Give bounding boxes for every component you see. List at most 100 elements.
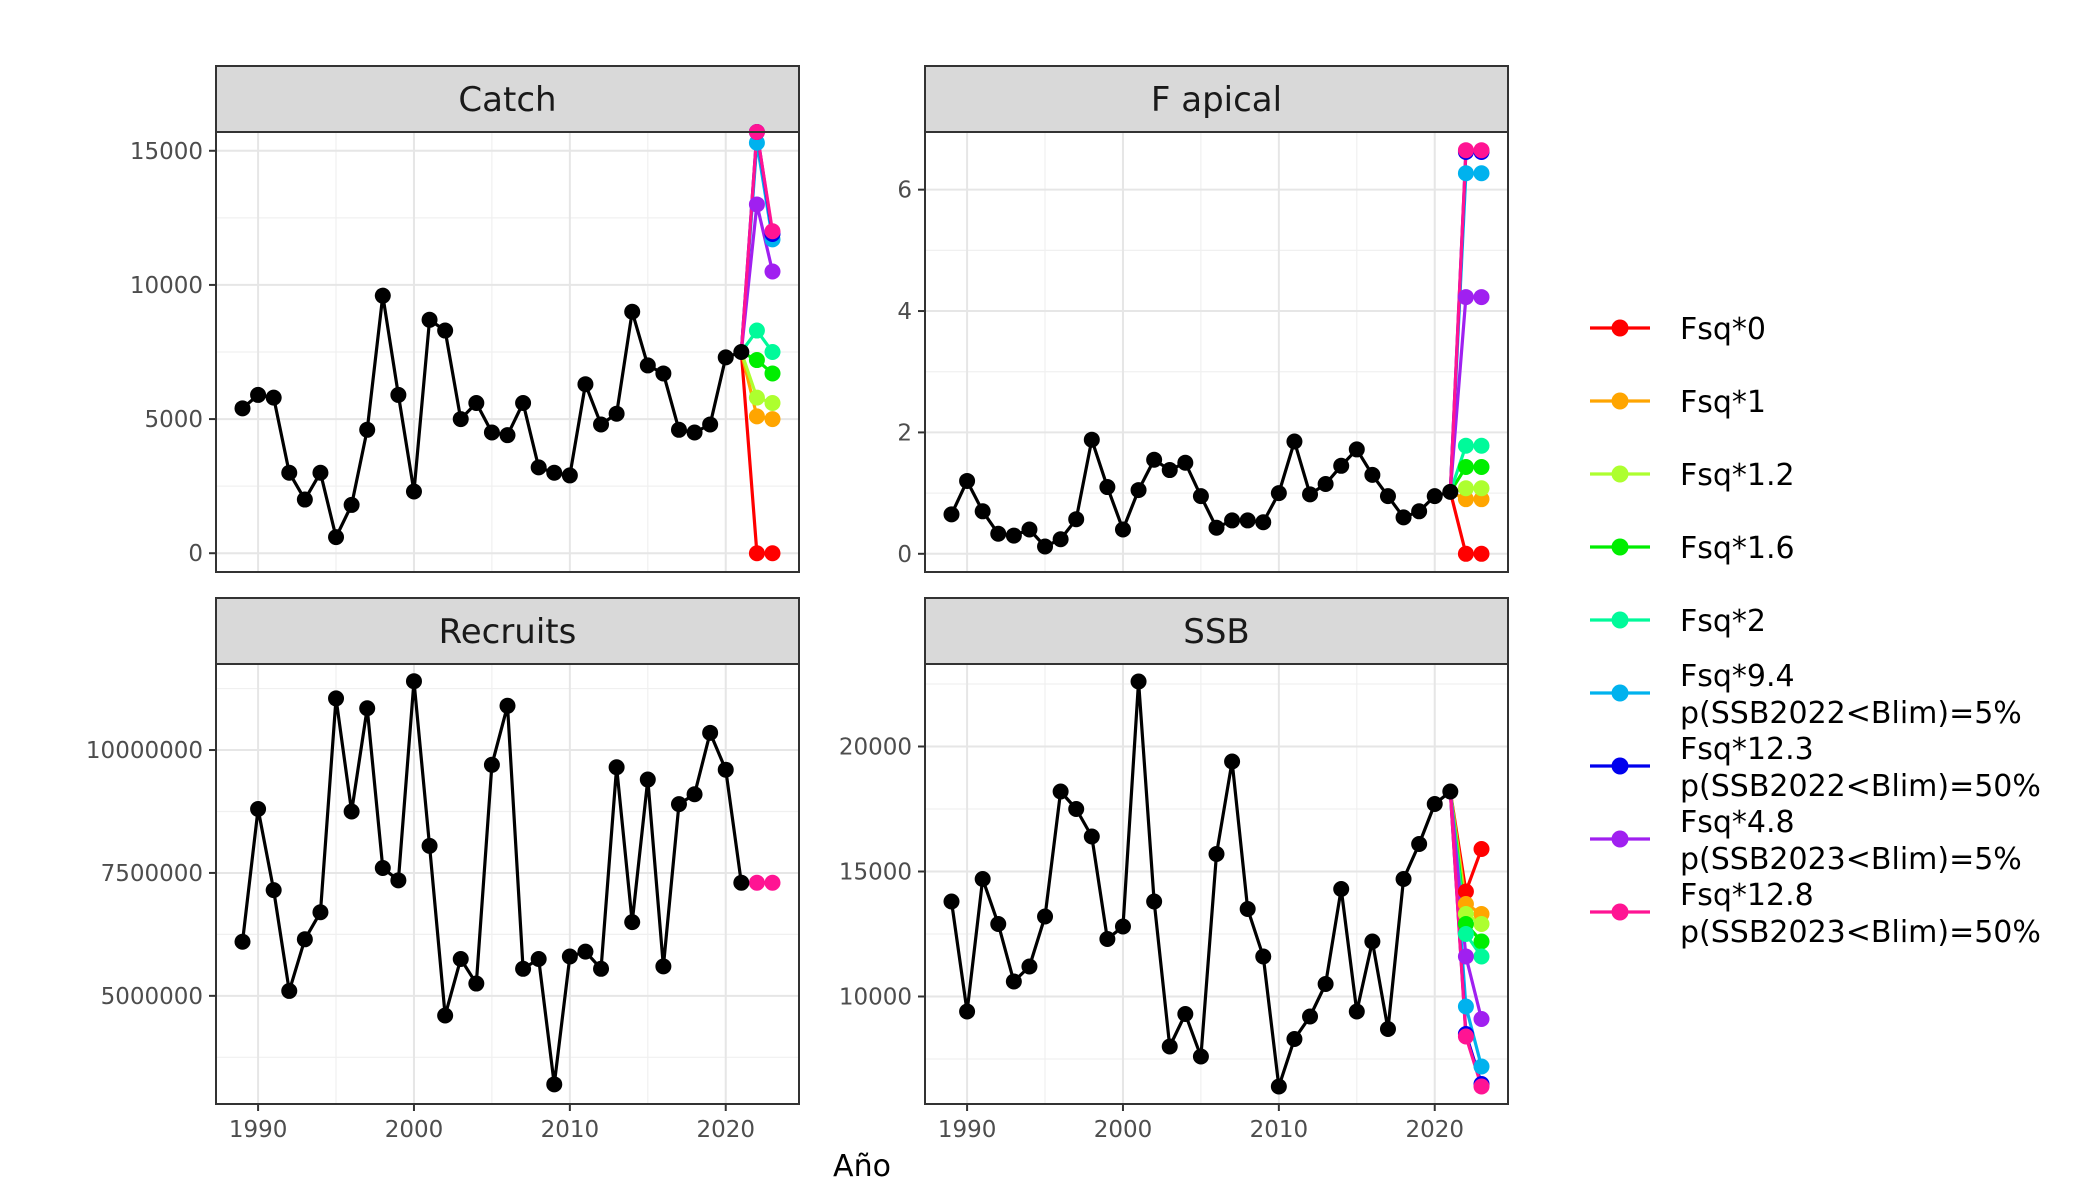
strip-catch	[215, 65, 800, 133]
history-point	[483, 424, 500, 441]
history-point	[1379, 488, 1396, 505]
plot-area-ssb	[925, 664, 1508, 1104]
projection-point-fsq-4-8-p-ssb2023-blim-5	[1473, 1011, 1490, 1027]
history-point	[250, 801, 267, 818]
history-point	[733, 874, 750, 891]
strip-label-f-apical: F apical	[1151, 80, 1282, 120]
projection-point-fsq-1-6	[748, 352, 765, 369]
history-point	[1411, 503, 1428, 520]
legend-label: Fsq*12.3 p(SSB2022<Blim)=50%	[1680, 732, 2041, 804]
history-point	[1114, 918, 1131, 935]
history-point	[515, 394, 532, 411]
history-point	[452, 950, 469, 967]
projection-point-fsq-1	[764, 411, 781, 428]
x-tick-label: 2020	[696, 1117, 755, 1143]
history-point	[1348, 1003, 1365, 1020]
history-point	[1333, 881, 1350, 897]
history-point	[374, 860, 391, 877]
panel-border	[215, 663, 800, 1105]
history-point	[312, 904, 329, 921]
history-point	[343, 803, 360, 820]
history-point	[593, 416, 610, 433]
history-point	[624, 303, 641, 320]
history-point	[1379, 1021, 1396, 1037]
history-point	[1333, 457, 1350, 474]
legend-key-point	[1611, 903, 1629, 921]
history-point	[1099, 931, 1116, 947]
legend-item-fsq-4-8-p-ssb2023-blim-5: Fsq*4.8 p(SSB2023<Blim)=5%	[1590, 805, 2022, 877]
strip-label-catch: Catch	[458, 80, 556, 120]
history-point	[1224, 753, 1241, 770]
history-point	[1255, 948, 1272, 965]
history-point	[265, 389, 282, 406]
history-point	[1239, 901, 1256, 917]
projection-point-fsq-12-8-p-ssb2023-blim-50	[1473, 142, 1490, 159]
history-point	[1037, 538, 1054, 555]
history-point	[546, 1076, 563, 1093]
legend-label: Fsq*4.8 p(SSB2023<Blim)=5%	[1680, 805, 2022, 877]
history-point	[577, 376, 594, 393]
history-point	[670, 796, 687, 813]
history-point	[281, 982, 298, 999]
history-point	[1146, 451, 1163, 468]
panel-border	[924, 131, 1509, 573]
history-point	[717, 761, 734, 778]
projection-point-fsq-0	[1473, 841, 1490, 857]
history-point	[593, 960, 610, 977]
legend-label: Fsq*1.2	[1680, 458, 1795, 493]
y-tick-label: 6	[897, 178, 912, 204]
x-tick-label: 2000	[385, 1117, 444, 1143]
panels: Catch 0 5000 10000 15000 F apical 0 2 4 6 Recruits…	[86, 65, 1509, 1143]
projection-point-fsq-1-2	[764, 394, 781, 411]
plot-area-f-apical	[925, 132, 1508, 572]
history-point	[405, 483, 422, 500]
history-point	[943, 506, 960, 523]
history-point	[296, 491, 313, 508]
history-point	[1068, 801, 1085, 817]
history-point	[959, 1003, 976, 1020]
projection-point-fsq-4-8-p-ssb2023-blim-5	[1457, 948, 1474, 965]
history-point	[686, 786, 703, 803]
history-point	[296, 931, 313, 948]
history-point	[1270, 1078, 1287, 1095]
history-point	[561, 467, 578, 484]
projection-point-fsq-0	[748, 545, 765, 562]
legend-label: Fsq*1	[1680, 385, 1766, 420]
x-axis-title: Año	[833, 1149, 891, 1184]
history-point	[717, 349, 734, 366]
legend-item-fsq-0: Fsq*0	[1590, 312, 1766, 347]
projection-point-fsq-12-8-p-ssb2023-blim-50	[748, 874, 765, 891]
history-point	[359, 421, 376, 438]
legend-label: Fsq*12.8 p(SSB2023<Blim)=50%	[1680, 878, 2041, 950]
history-point	[702, 416, 719, 433]
history-point	[1411, 836, 1428, 852]
history-point	[959, 472, 976, 489]
panel-border	[215, 131, 800, 573]
x-tick-label: 2010	[541, 1117, 600, 1143]
history-point	[483, 756, 500, 773]
projection-point-fsq-9-4-p-ssb2022-blim-5	[1473, 165, 1490, 182]
history-point	[1395, 509, 1412, 526]
history-point	[437, 322, 454, 339]
x-tick-label: 2010	[1250, 1117, 1309, 1143]
projection-point-fsq-12-8-p-ssb2023-blim-50	[1473, 1078, 1490, 1095]
legend-item-fsq-12-8-p-ssb2023-blim-50: Fsq*12.8 p(SSB2023<Blim)=50%	[1590, 878, 2041, 950]
panel-f-apical: F apical 0 2 4 6	[897, 65, 1509, 573]
history-point	[655, 958, 672, 975]
legend-key-point	[1611, 319, 1629, 337]
y-tick-label: 5000	[144, 407, 203, 433]
history-point	[1317, 476, 1334, 492]
history-point	[1255, 514, 1272, 531]
y-tick-label: 0	[897, 542, 912, 568]
strip-label-ssb: SSB	[1183, 612, 1250, 652]
legend-item-fsq-1-2: Fsq*1.2	[1590, 458, 1795, 493]
history-point	[1130, 482, 1147, 499]
legend-key-point	[1611, 757, 1629, 775]
projection-point-fsq-0	[764, 545, 781, 562]
history-point	[421, 311, 438, 328]
x-tick-label: 2020	[1405, 1117, 1464, 1143]
y-tick-label: 15000	[839, 860, 912, 886]
history-point	[1130, 673, 1147, 690]
panel-catch: Catch 0 5000 10000 15000	[130, 65, 800, 573]
history-point	[608, 759, 625, 776]
